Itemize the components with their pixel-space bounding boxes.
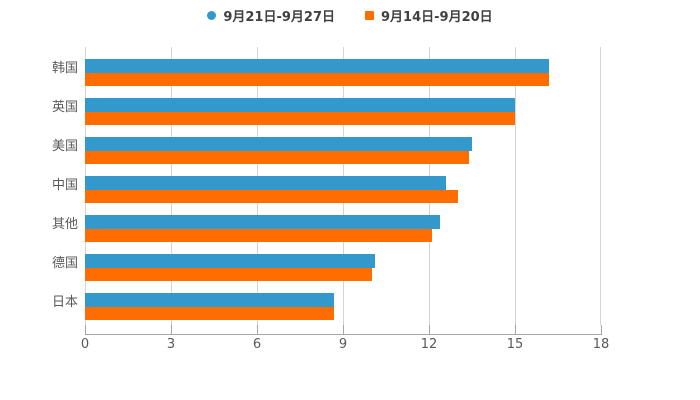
- gridline: [600, 47, 601, 325]
- bar-series0-3[interactable]: [85, 176, 447, 190]
- category-label-6: 日本: [51, 295, 78, 310]
- x-tick-label-18: 18: [592, 337, 610, 352]
- bar-series1-6[interactable]: [85, 306, 335, 320]
- legend-label-previous-week: 9月14日-9月20日: [381, 9, 493, 25]
- bar-series1-1[interactable]: [85, 111, 515, 125]
- bar-series1-5[interactable]: [85, 267, 372, 281]
- bar-series1-4[interactable]: [85, 228, 432, 242]
- category-label-5: 德国: [51, 256, 78, 271]
- bar-series1-3[interactable]: [85, 189, 458, 203]
- bar-series0-2[interactable]: [85, 137, 472, 151]
- category-label-4: 其他: [51, 217, 78, 232]
- x-axis-tick: [85, 325, 86, 334]
- legend-item-current-week[interactable]: 9月21日-9月27日: [207, 6, 335, 25]
- x-axis-tick: [257, 325, 258, 334]
- x-axis-tick: [429, 325, 430, 334]
- x-tick-label-15: 15: [506, 337, 524, 352]
- bar-series0-4[interactable]: [85, 215, 441, 229]
- bar-series0-6[interactable]: [85, 293, 335, 307]
- legend-label-current-week: 9月21日-9月27日: [223, 9, 335, 25]
- plot-area: [85, 47, 601, 325]
- x-axis-tick: [515, 325, 516, 334]
- category-label-3: 中国: [51, 178, 78, 193]
- x-tick-label-0: 0: [80, 337, 90, 352]
- category-label-2: 美国: [51, 139, 78, 154]
- x-tick-label-3: 3: [166, 337, 176, 352]
- x-axis-tick: [343, 325, 344, 334]
- legend-item-previous-week[interactable]: 9月14日-9月20日: [365, 6, 493, 25]
- x-tick-label-9: 9: [338, 337, 348, 352]
- bar-series0-5[interactable]: [85, 254, 375, 268]
- x-axis-tick: [171, 325, 172, 334]
- legend: 9月21日-9月27日 9月14日-9月20日: [0, 5, 700, 25]
- bar-series1-2[interactable]: [85, 150, 470, 164]
- legend-marker-circle-icon: [207, 10, 217, 20]
- x-axis-line: [85, 334, 602, 335]
- category-label-1: 英国: [51, 100, 78, 115]
- x-tick-label-12: 12: [420, 337, 438, 352]
- legend-marker-square-icon: [365, 10, 374, 20]
- gridline: [515, 47, 516, 325]
- bar-series1-0[interactable]: [85, 72, 550, 86]
- x-tick-label-6: 6: [252, 337, 262, 352]
- category-label-0: 韩国: [51, 61, 78, 76]
- bar-series0-0[interactable]: [85, 59, 550, 73]
- x-axis-tick: [601, 325, 602, 334]
- bar-series0-1[interactable]: [85, 98, 515, 112]
